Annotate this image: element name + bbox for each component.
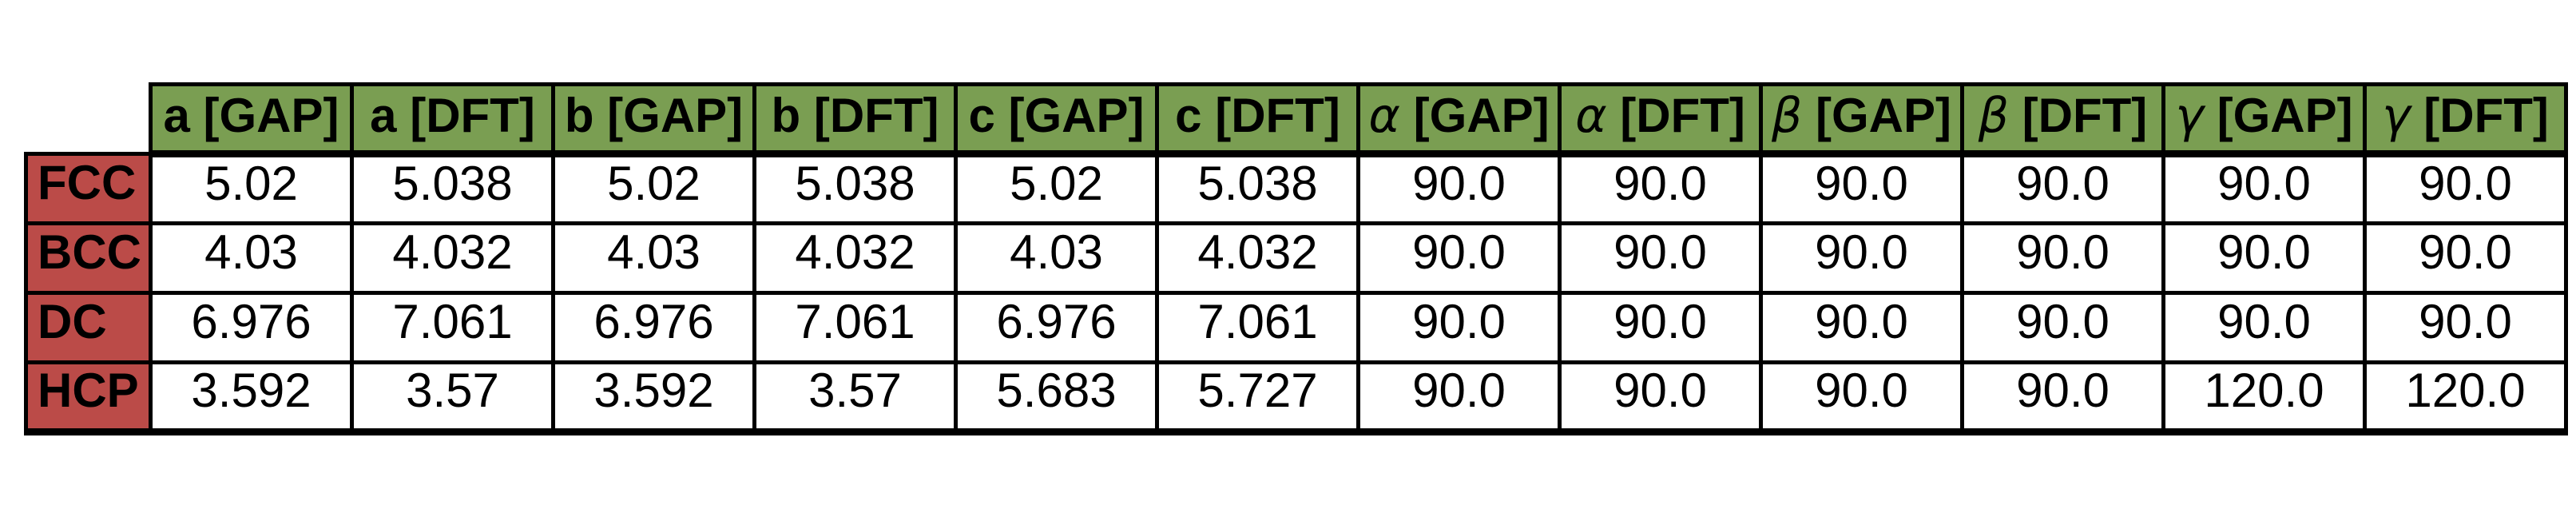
greek-symbol: α [1368,88,1400,144]
cell-fcc-7: 90.0 [1356,152,1562,225]
cell-fcc-5: 5.02 [954,152,1159,225]
cell-dc-12: 90.0 [2363,291,2568,364]
column-header-1: a [GAP] [149,82,354,157]
cell-hcp-10: 90.0 [1960,360,2165,435]
table-row-fcc: FCC 5.02 5.038 5.02 5.038 5.02 5.038 90.0 90.0 90… [24,152,2568,225]
cell-fcc-11: 90.0 [2161,152,2367,225]
column-header-7: α [GAP] [1356,82,1562,157]
cell-fcc-9: 90.0 [1759,152,1964,225]
cell-dc-11: 90.0 [2161,291,2367,364]
cell-dc-10: 90.0 [1960,291,2165,364]
cell-fcc-8: 90.0 [1558,152,1763,225]
cell-hcp-3: 3.592 [551,360,756,435]
cell-dc-9: 90.0 [1759,291,1964,364]
corner-cell [26,85,151,154]
table-row-hcp: HCP 3.592 3.57 3.592 3.57 5.683 5.727 90.0 90.0 9… [24,360,2568,435]
column-header-5: c [GAP] [954,82,1159,157]
cell-dc-2: 7.061 [350,291,555,364]
table-row-dc: DC 6.976 7.061 6.976 7.061 6.976 7.061 90.0 90.0… [24,291,2568,364]
cell-fcc-2: 5.038 [350,152,555,225]
greek-symbol: β [1772,88,1803,144]
cell-bcc-7: 90.0 [1356,221,1562,295]
cell-hcp-5: 5.683 [954,360,1159,435]
cell-bcc-12: 90.0 [2363,221,2568,295]
greek-symbol: α [1575,88,1607,144]
cell-dc-4: 7.061 [752,291,958,364]
cell-bcc-1: 4.03 [149,221,354,295]
row-label-fcc: FCC [24,152,153,225]
cell-fcc-12: 90.0 [2363,152,2568,225]
cell-fcc-6: 5.038 [1155,152,1360,225]
column-header-10: β [DFT] [1960,82,2165,157]
column-header-3: b [GAP] [551,82,756,157]
column-header-6: c [DFT] [1155,82,1360,157]
cell-dc-8: 90.0 [1558,291,1763,364]
cell-fcc-1: 5.02 [149,152,354,225]
cell-hcp-8: 90.0 [1558,360,1763,435]
cell-bcc-11: 90.0 [2161,221,2367,295]
greek-symbol: γ [2175,88,2204,144]
column-header-9: β [GAP] [1759,82,1964,157]
cell-bcc-8: 90.0 [1558,221,1763,295]
cell-hcp-9: 90.0 [1759,360,1964,435]
cell-bcc-10: 90.0 [1960,221,2165,295]
cell-bcc-9: 90.0 [1759,221,1964,295]
cell-hcp-4: 3.57 [752,360,958,435]
greek-symbol: β [1978,88,2010,144]
row-label-bcc: BCC [24,221,153,295]
column-header-8: α [DFT] [1558,82,1763,157]
row-label-hcp: HCP [24,360,153,435]
cell-hcp-1: 3.592 [149,360,354,435]
row-label-dc: DC [24,291,153,364]
cell-bcc-5: 4.03 [954,221,1159,295]
cell-dc-7: 90.0 [1356,291,1562,364]
cell-bcc-4: 4.032 [752,221,958,295]
cell-fcc-4: 5.038 [752,152,958,225]
cell-dc-5: 6.976 [954,291,1159,364]
cell-dc-3: 6.976 [551,291,756,364]
cell-fcc-3: 5.02 [551,152,756,225]
cell-fcc-10: 90.0 [1960,152,2165,225]
table-row-bcc: BCC 4.03 4.032 4.03 4.032 4.03 4.032 90.0 90.0 90… [24,221,2568,295]
column-header-12: γ [DFT] [2363,82,2568,157]
table-header-row: a [GAP] a [DFT] b [GAP] b [DFT] c [GAP] c [DF… [26,82,2568,157]
cell-hcp-12: 120.0 [2363,360,2568,435]
cell-hcp-6: 5.727 [1155,360,1360,435]
cell-hcp-2: 3.57 [350,360,555,435]
cell-hcp-7: 90.0 [1356,360,1562,435]
column-header-2: a [DFT] [350,82,555,157]
column-header-11: γ [GAP] [2161,82,2367,157]
cell-hcp-11: 120.0 [2161,360,2367,435]
cell-bcc-6: 4.032 [1155,221,1360,295]
lattice-parameters-table: a [GAP] a [DFT] b [GAP] b [DFT] c [GAP] c [DF… [24,82,2568,435]
cell-dc-6: 7.061 [1155,291,1360,364]
cell-dc-1: 6.976 [149,291,354,364]
cell-bcc-3: 4.03 [551,221,756,295]
greek-symbol: γ [2382,88,2411,144]
table-body: FCC 5.02 5.038 5.02 5.038 5.02 5.038 90.0 90.0 90… [24,152,2568,435]
cell-bcc-2: 4.032 [350,221,555,295]
column-header-4: b [DFT] [752,82,958,157]
